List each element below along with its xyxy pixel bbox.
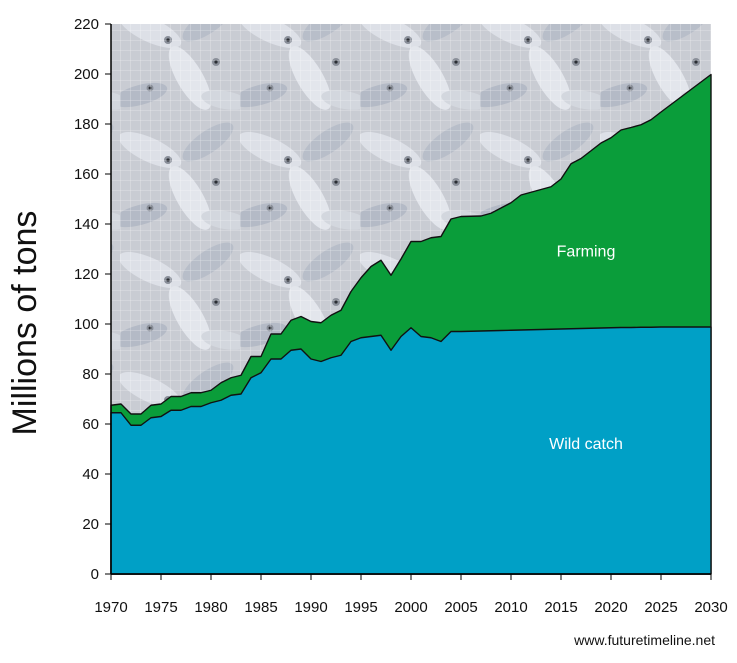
labels-group: Millions of tons Farming Wild catch xyxy=(6,211,623,453)
y-tick-label: 60 xyxy=(82,416,99,433)
area-series-group xyxy=(110,73,712,575)
x-tick-label: 2030 xyxy=(694,599,727,616)
y-tick-label: 160 xyxy=(74,166,99,183)
y-tick-label: 180 xyxy=(74,116,99,133)
y-tick-label: 140 xyxy=(74,216,99,233)
y-tick-label: 100 xyxy=(74,316,99,333)
axes-group: 0 20 40 60 80 100 120 140 160 180 200 220 1970 1975 19… xyxy=(74,16,728,616)
y-tick-label: 20 xyxy=(82,516,99,533)
x-tick-label: 2020 xyxy=(594,599,627,616)
y-tick-label: 220 xyxy=(74,16,99,33)
y-tick-label: 40 xyxy=(82,466,99,483)
farming-label: Farming xyxy=(557,244,616,261)
x-tick-label: 1970 xyxy=(94,599,127,616)
credit-text: www.futuretimeline.net xyxy=(574,632,715,648)
x-tick-label: 2010 xyxy=(494,599,527,616)
x-tick-label: 1980 xyxy=(194,599,227,616)
x-tick-label: 1985 xyxy=(244,599,277,616)
y-tick-label: 0 xyxy=(91,566,99,583)
x-tick-label: 2015 xyxy=(544,599,577,616)
x-tick-label: 2000 xyxy=(394,599,427,616)
y-tick-label: 200 xyxy=(74,66,99,83)
x-tick-label: 2005 xyxy=(444,599,477,616)
wild-catch-area xyxy=(110,326,712,575)
wild-catch-label: Wild catch xyxy=(549,436,623,453)
y-tick-label: 120 xyxy=(74,266,99,283)
x-tick-label: 1975 xyxy=(144,599,177,616)
x-tick-label: 1995 xyxy=(344,599,377,616)
y-axis-title: Millions of tons xyxy=(6,211,44,436)
y-tick-label: 80 xyxy=(82,366,99,383)
x-tick-label: 2025 xyxy=(644,599,677,616)
x-tick-label: 1990 xyxy=(294,599,327,616)
